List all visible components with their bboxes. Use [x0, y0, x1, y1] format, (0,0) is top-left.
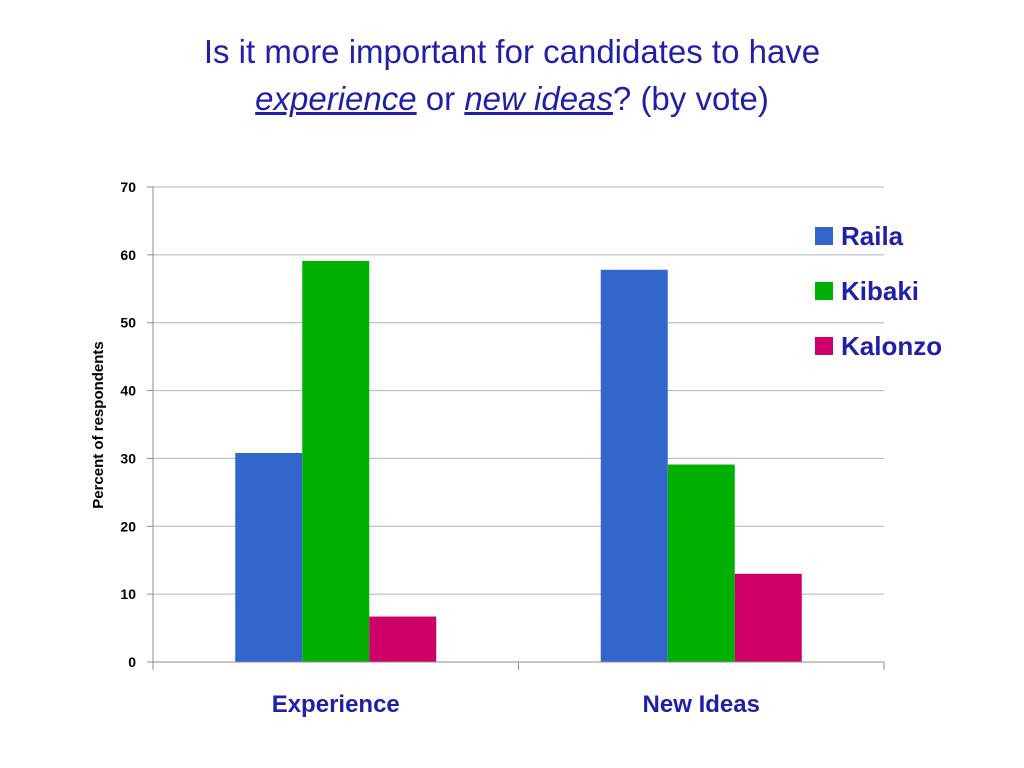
y-tick-label: 0	[128, 654, 136, 670]
category-labels: Experience New Ideas	[272, 691, 760, 718]
y-tick-label: 30	[120, 450, 136, 466]
legend-label-kalonzo: Kalonzo	[841, 331, 942, 361]
title-suffix: ? (by vote)	[612, 80, 769, 117]
legend-swatch-kibaki	[815, 282, 833, 300]
legend-label-kibaki: Kibaki	[841, 276, 919, 306]
bar-raila-experience	[235, 453, 303, 662]
y-tick-label: 60	[120, 247, 136, 263]
y-tick-label: 10	[120, 586, 136, 602]
legend: Raila Kibaki Kalonzo	[815, 221, 942, 361]
bar-raila-new-ideas	[600, 269, 668, 662]
title-emphasis-experience: experience	[255, 80, 417, 117]
bar-kalonzo-experience	[369, 616, 437, 662]
y-tick-labels: 0 10 20 30 40 50 60 70	[120, 179, 136, 670]
title-emphasis-new-ideas: new ideas	[464, 80, 613, 117]
category-label: New Ideas	[643, 691, 760, 718]
y-tick-label: 70	[120, 179, 136, 195]
title-line-1: Is it more important for candidates to h…	[203, 33, 821, 70]
axes	[147, 186, 885, 670]
y-tick-label: 50	[120, 315, 136, 331]
legend-swatch-kalonzo	[815, 337, 833, 355]
bar-kibaki-experience	[302, 260, 370, 662]
y-axis-label: Percent of respondents	[90, 341, 107, 509]
title-connector: or	[416, 80, 465, 117]
legend-swatch-raila	[815, 227, 833, 245]
y-tick-label: 20	[120, 518, 136, 534]
y-tick-label: 40	[120, 383, 136, 399]
legend-label-raila: Raila	[841, 221, 904, 251]
chart-title: Is it more important for candidates to h…	[0, 28, 1024, 122]
bar-kalonzo-new-ideas	[734, 573, 802, 662]
bars	[235, 260, 802, 662]
bar-kibaki-new-ideas	[667, 464, 735, 662]
category-label: Experience	[272, 691, 400, 718]
